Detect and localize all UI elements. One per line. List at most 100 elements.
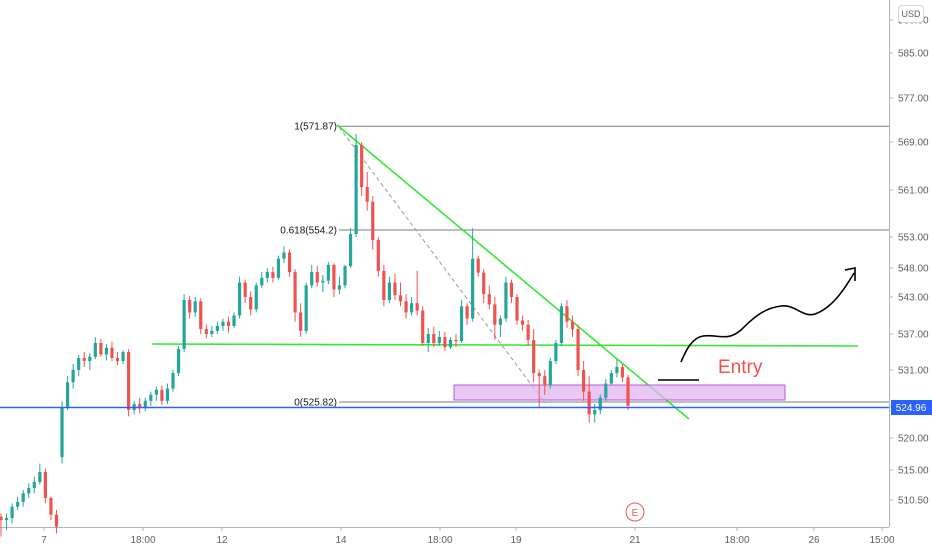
entry-label: Entry bbox=[718, 357, 763, 378]
projected-path-arrow[interactable] bbox=[680, 272, 855, 363]
y-tick-label: 553.00 bbox=[898, 233, 929, 244]
candle bbox=[282, 246, 286, 264]
candle bbox=[393, 273, 397, 301]
candle bbox=[620, 364, 625, 383]
candle bbox=[4, 513, 9, 530]
candle bbox=[221, 318, 225, 331]
earnings-marker-label: E bbox=[632, 508, 639, 519]
candle bbox=[326, 261, 330, 285]
candle bbox=[526, 319, 530, 346]
candle bbox=[487, 285, 491, 310]
candle bbox=[10, 503, 14, 524]
candle bbox=[188, 295, 192, 319]
drawings[interactable] bbox=[151, 124, 859, 420]
candle bbox=[387, 276, 392, 304]
candle bbox=[237, 276, 242, 319]
support-line[interactable] bbox=[151, 343, 859, 347]
candle bbox=[315, 266, 319, 287]
candle bbox=[593, 403, 597, 423]
candle bbox=[520, 315, 525, 331]
candle bbox=[149, 391, 153, 406]
candle bbox=[348, 228, 353, 268]
x-tick-label: 15:00 bbox=[869, 535, 894, 546]
candle bbox=[465, 303, 469, 325]
candle bbox=[443, 332, 447, 351]
candle bbox=[204, 324, 208, 339]
x-tick-label: 14 bbox=[335, 535, 347, 546]
y-tick-label: 515.00 bbox=[898, 466, 929, 477]
earnings-marker[interactable] bbox=[625, 502, 645, 522]
candle bbox=[515, 294, 519, 325]
candle bbox=[398, 282, 403, 307]
candle bbox=[193, 297, 197, 317]
candle bbox=[16, 496, 20, 510]
y-tick-label: 537.00 bbox=[898, 330, 929, 341]
candle bbox=[559, 303, 564, 346]
candle bbox=[176, 346, 181, 377]
candle bbox=[88, 353, 92, 370]
candle bbox=[182, 294, 186, 352]
candle bbox=[376, 237, 380, 277]
candle bbox=[49, 496, 53, 520]
candle bbox=[121, 350, 125, 364]
candle bbox=[165, 383, 170, 404]
y-tick-label: 531.00 bbox=[898, 366, 929, 377]
y-tick-label: 520.00 bbox=[898, 434, 929, 445]
candle bbox=[287, 249, 292, 277]
candle bbox=[32, 476, 36, 494]
candle bbox=[276, 255, 281, 280]
candle bbox=[65, 376, 70, 411]
candle bbox=[576, 324, 580, 377]
candle bbox=[232, 312, 236, 328]
candle bbox=[609, 370, 613, 386]
candle bbox=[471, 228, 475, 322]
fib-trend-dashed-line bbox=[338, 126, 546, 404]
candle bbox=[426, 327, 430, 352]
candle bbox=[360, 142, 364, 196]
candle bbox=[537, 370, 541, 407]
candle bbox=[365, 172, 369, 211]
candle bbox=[332, 263, 336, 297]
candle bbox=[171, 370, 175, 392]
candle bbox=[226, 316, 231, 333]
candle bbox=[493, 297, 497, 340]
candle bbox=[243, 279, 247, 304]
candle bbox=[265, 268, 269, 283]
x-tick-label: 18:00 bbox=[130, 535, 155, 546]
currency-badge[interactable]: USD bbox=[898, 5, 924, 23]
candle bbox=[421, 306, 425, 346]
descending-trendline[interactable] bbox=[336, 124, 690, 420]
candle bbox=[509, 279, 514, 304]
candle bbox=[215, 321, 219, 334]
candle bbox=[104, 344, 109, 361]
candle bbox=[21, 490, 25, 507]
candle bbox=[160, 385, 164, 406]
candle bbox=[337, 276, 342, 295]
candle bbox=[110, 341, 114, 361]
candle bbox=[382, 264, 386, 307]
candle bbox=[143, 397, 147, 412]
candle bbox=[504, 276, 508, 322]
candle bbox=[38, 463, 42, 485]
candle bbox=[77, 355, 81, 377]
candle bbox=[459, 300, 464, 343]
candle bbox=[454, 334, 458, 348]
last-price-badge bbox=[891, 400, 932, 415]
fibonacci-retracement[interactable]: 1(571.87) 0.618(554.2) 0(525.82) bbox=[280, 122, 889, 409]
last-price-label: 524.96 bbox=[896, 403, 927, 414]
candle bbox=[587, 376, 591, 423]
candle bbox=[127, 349, 131, 417]
x-tick-label: 26 bbox=[808, 535, 820, 546]
entry-zone-rectangle[interactable] bbox=[453, 384, 786, 401]
candle bbox=[321, 274, 325, 293]
y-tick-label: 548.00 bbox=[898, 264, 929, 275]
candle bbox=[437, 330, 441, 346]
candle bbox=[54, 510, 59, 534]
candle bbox=[271, 266, 275, 283]
candle bbox=[99, 338, 103, 357]
axes bbox=[0, 0, 890, 528]
y-tick-label: 569.00 bbox=[898, 138, 929, 149]
fib-level-label: 0(525.82) bbox=[294, 397, 337, 408]
candle bbox=[299, 303, 303, 337]
